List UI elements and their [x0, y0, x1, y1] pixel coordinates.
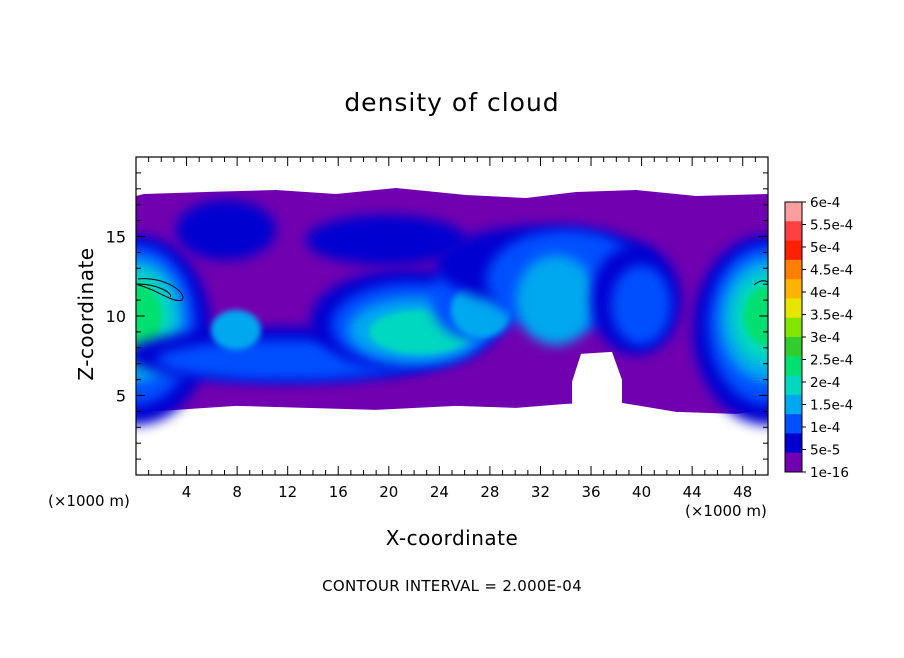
contour-line [137, 283, 172, 298]
colorbar-cell [785, 433, 802, 454]
colorbar-cell [785, 375, 802, 396]
colorbar-label: 1e-16 [810, 465, 849, 481]
colorbar-label: 2.5e-4 [810, 353, 853, 369]
x-tick-label: 12 [278, 483, 297, 501]
x-tick-label: 36 [581, 483, 600, 501]
y-tick-label: 10 [106, 307, 126, 326]
x-tick-label: 4 [182, 483, 192, 501]
x-tick-label: 24 [430, 483, 449, 501]
heat-blob [744, 286, 768, 346]
colorbar-label: 2e-4 [810, 375, 840, 391]
contour-line [137, 278, 184, 302]
colorbar-cell [785, 337, 802, 357]
colorbar: 6e-4 5.5e-4 5e-4 4.5e-4 4e-4 3.5e-4 3e-4 2.5e-4… [784, 195, 853, 481]
colorbar-cell [785, 259, 802, 280]
x-axis-label: X-coordinate [385, 526, 519, 550]
chart-title: density of cloud [344, 88, 560, 117]
colorbar-label: 5e-5 [810, 443, 840, 459]
colorbar-cell [785, 202, 802, 222]
colorbar-label: 4e-4 [810, 285, 840, 301]
heat-blob [211, 310, 261, 350]
colorbar-label: 1e-4 [810, 420, 840, 436]
colorbar-label: 6e-4 [810, 195, 840, 211]
colorbar-label: 3e-4 [810, 330, 840, 346]
heatmap-field [136, 187, 768, 425]
x-tick-label: 40 [632, 483, 651, 501]
colorbar-label: 3.5e-4 [810, 308, 853, 324]
colorbar-cell [785, 317, 802, 338]
x-tick-label: 44 [683, 483, 702, 501]
heat-blob [611, 265, 671, 345]
colorbar-cell [785, 394, 802, 415]
x-unit-label-right: (×1000 m) [685, 502, 767, 520]
x-tick-label: 32 [531, 483, 550, 501]
x-tick-label: 16 [329, 483, 348, 501]
heat-blob [136, 284, 162, 348]
x-tick-label: 28 [480, 483, 499, 501]
y-tick-label: 5 [116, 387, 126, 406]
y-tick-label: 15 [106, 228, 126, 247]
x-unit-label-left: (×1000 m) [48, 492, 130, 510]
x-tick-label: 8 [232, 483, 242, 501]
colorbar-label: 5.5e-4 [810, 218, 853, 234]
colorbar-cell [785, 452, 802, 473]
colorbar-cell [785, 221, 802, 242]
colorbar-label: 4.5e-4 [810, 263, 853, 279]
x-tick-label: 20 [379, 483, 398, 501]
heat-blob [176, 200, 276, 260]
colorbar-label: 5e-4 [810, 240, 840, 256]
colorbar-cell [785, 414, 802, 434]
contour-line [753, 280, 768, 286]
colorbar-cell [785, 279, 802, 299]
contour-interval-note: CONTOUR INTERVAL = 2.000E-04 [322, 577, 582, 595]
heat-blob [306, 215, 466, 265]
colorbar-label: 1.5e-4 [810, 398, 853, 414]
colorbar-cell [785, 298, 802, 319]
heat-blob [516, 255, 596, 345]
y-axis-label: Z-coordinate [74, 247, 98, 381]
colorbar-cell [785, 240, 802, 261]
cloud-gap [572, 351, 622, 422]
x-tick-label: 48 [733, 483, 752, 501]
colorbar-cell [785, 356, 802, 377]
